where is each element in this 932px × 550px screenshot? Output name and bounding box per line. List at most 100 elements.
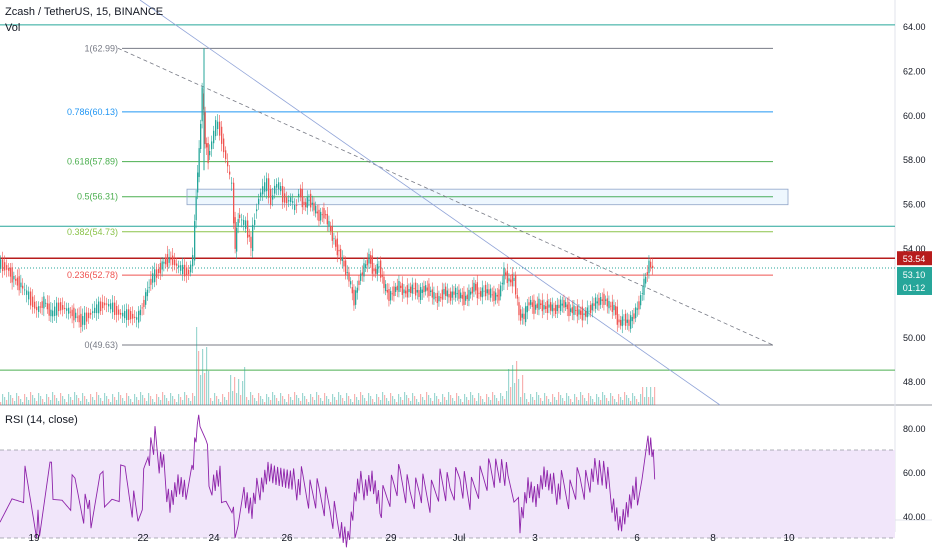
volume-bar bbox=[418, 402, 420, 405]
volume-bar bbox=[0, 402, 2, 405]
candle-body bbox=[595, 297, 597, 309]
candle-body bbox=[578, 309, 580, 315]
candle-body bbox=[475, 283, 477, 291]
candle-body bbox=[247, 220, 249, 238]
volume-bar bbox=[164, 395, 166, 405]
candle-body bbox=[245, 220, 247, 229]
candle-body bbox=[521, 313, 523, 318]
candle-body bbox=[470, 291, 472, 295]
candle-body bbox=[453, 291, 455, 295]
volume-bar bbox=[314, 400, 316, 405]
candle-body bbox=[628, 319, 630, 326]
volume-bar bbox=[442, 394, 444, 405]
candle-body bbox=[209, 150, 211, 156]
candle-body bbox=[18, 276, 20, 291]
candle-body bbox=[90, 312, 92, 315]
volume-bar bbox=[14, 401, 16, 405]
volume-bar bbox=[420, 394, 422, 405]
volume-bar bbox=[550, 402, 552, 405]
volume-bar bbox=[4, 397, 6, 405]
candle-body bbox=[98, 301, 100, 314]
volume-bar bbox=[270, 400, 272, 405]
volume-bar bbox=[354, 394, 356, 405]
candle-body bbox=[543, 304, 545, 310]
candle-body bbox=[558, 304, 560, 309]
time-tick-label: 6 bbox=[634, 533, 640, 544]
candle-body bbox=[445, 286, 447, 296]
volume-bar bbox=[68, 394, 70, 405]
candle-body bbox=[383, 276, 385, 289]
volume-bar bbox=[544, 393, 546, 405]
candle-body bbox=[425, 285, 427, 292]
volume-bar bbox=[448, 392, 450, 405]
price-tick-label: 64.00 bbox=[903, 22, 926, 32]
volume-bar bbox=[72, 400, 74, 405]
candle-body bbox=[426, 287, 428, 291]
volume-bar bbox=[122, 398, 124, 405]
candle-body bbox=[623, 319, 625, 321]
candle-body bbox=[526, 305, 528, 313]
candle-body bbox=[468, 289, 470, 301]
candle-body bbox=[490, 288, 492, 298]
candle-body bbox=[396, 285, 398, 291]
volume-bar bbox=[474, 398, 476, 405]
candle-body bbox=[192, 255, 194, 267]
volume-bar bbox=[290, 397, 292, 405]
volume-bar bbox=[408, 398, 410, 405]
candle-body bbox=[266, 178, 268, 192]
candle-body bbox=[306, 197, 308, 208]
candle-body bbox=[535, 304, 537, 310]
volume-bar bbox=[218, 399, 220, 405]
candle-body bbox=[435, 296, 437, 298]
volume-bar bbox=[492, 392, 494, 405]
volume-bar bbox=[256, 401, 258, 405]
volume-bar bbox=[70, 397, 72, 405]
candle-body bbox=[551, 304, 553, 312]
volume-bar bbox=[370, 396, 372, 405]
volume-bar bbox=[334, 397, 336, 405]
volume-bar bbox=[310, 394, 312, 405]
volume-bar bbox=[486, 394, 488, 405]
candle-body bbox=[511, 274, 513, 287]
volume-bar bbox=[318, 395, 320, 405]
candle-body bbox=[418, 290, 420, 297]
candle-body bbox=[73, 307, 75, 321]
candle-body bbox=[345, 260, 347, 276]
volume-bar bbox=[452, 398, 454, 405]
volume-bar bbox=[566, 393, 568, 405]
resistance-price-label: 53.54 bbox=[903, 254, 926, 264]
candle-body bbox=[356, 287, 358, 293]
candle-body bbox=[159, 262, 162, 274]
volume-bar bbox=[118, 392, 120, 405]
time-tick-label: 24 bbox=[208, 533, 220, 544]
volume-bar bbox=[558, 392, 560, 405]
resistance-price-tag bbox=[897, 251, 932, 266]
volume-bar bbox=[386, 398, 388, 405]
candle-body bbox=[15, 279, 17, 281]
volume-bar bbox=[114, 397, 116, 405]
candle-body bbox=[646, 272, 648, 275]
volume-bar bbox=[194, 396, 196, 405]
volume-bar bbox=[160, 400, 162, 405]
candle-body bbox=[158, 268, 160, 274]
candle-body bbox=[433, 292, 435, 300]
volume-bar bbox=[108, 399, 110, 405]
volume-bar bbox=[286, 402, 288, 405]
candle-body bbox=[96, 304, 98, 314]
candle-body bbox=[270, 188, 272, 205]
candle-body bbox=[606, 298, 608, 307]
volume-bar bbox=[608, 401, 610, 405]
candle-body bbox=[376, 263, 378, 275]
volume-bar bbox=[502, 396, 504, 405]
volume-bar bbox=[120, 395, 122, 405]
volume-bar bbox=[176, 402, 178, 405]
candle-body bbox=[556, 304, 558, 312]
volume-bar bbox=[204, 373, 206, 405]
volume-bar bbox=[564, 401, 566, 405]
candle-body bbox=[640, 295, 642, 306]
volume-bar bbox=[630, 401, 632, 405]
candle-body bbox=[363, 263, 365, 277]
volume-bar bbox=[224, 397, 226, 405]
volume-bar bbox=[416, 399, 418, 405]
